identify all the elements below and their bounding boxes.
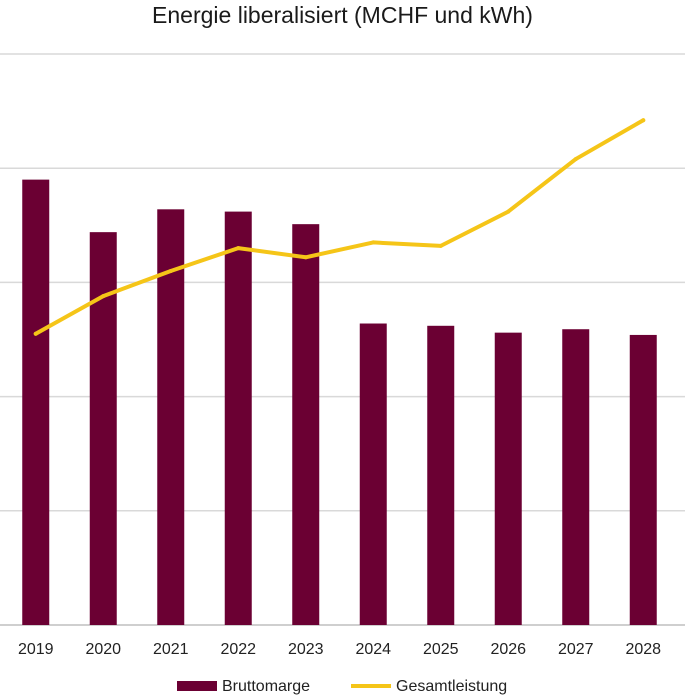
chart-title: Energie liberalisiert (MCHF und kWh) [152,2,533,28]
bar-2022 [224,211,252,625]
bar-2026 [494,332,522,625]
legend-swatch-bruttomarge [177,681,217,691]
x-tick-label: 2027 [558,641,594,658]
legend-label-bruttomarge: Bruttomarge [222,678,310,695]
line-point-2024 [371,240,376,245]
line-point-2019 [33,331,38,336]
x-tick-label: 2028 [625,641,661,658]
line-point-2028 [641,118,646,123]
x-tick-label: 2023 [288,641,324,658]
bar-2025 [427,325,455,625]
bar-2024 [359,323,387,625]
x-tick-label: 2021 [153,641,189,658]
legend-label-gesamtleistung: Gesamtleistung [396,678,507,695]
line-point-2020 [101,294,106,299]
line-series-gesamtleistung [33,118,646,336]
bar-2027 [562,329,590,625]
x-tick-label: 2026 [490,641,526,658]
x-tick-label: 2020 [85,641,121,658]
line-point-2022 [236,246,241,251]
line-point-2021 [168,268,173,273]
line-point-2027 [573,157,578,162]
line-point-2025 [438,243,443,248]
bar-2023 [292,224,320,625]
x-tick-label: 2022 [220,641,256,658]
x-tick-label: 2024 [355,641,391,658]
line-point-2026 [506,209,511,214]
bar-2019 [22,179,50,625]
bar-2028 [629,334,657,625]
line-point-2023 [303,255,308,260]
x-tick-label: 2019 [18,641,54,658]
bar-2021 [157,209,185,625]
x-tick-label: 2025 [423,641,459,658]
